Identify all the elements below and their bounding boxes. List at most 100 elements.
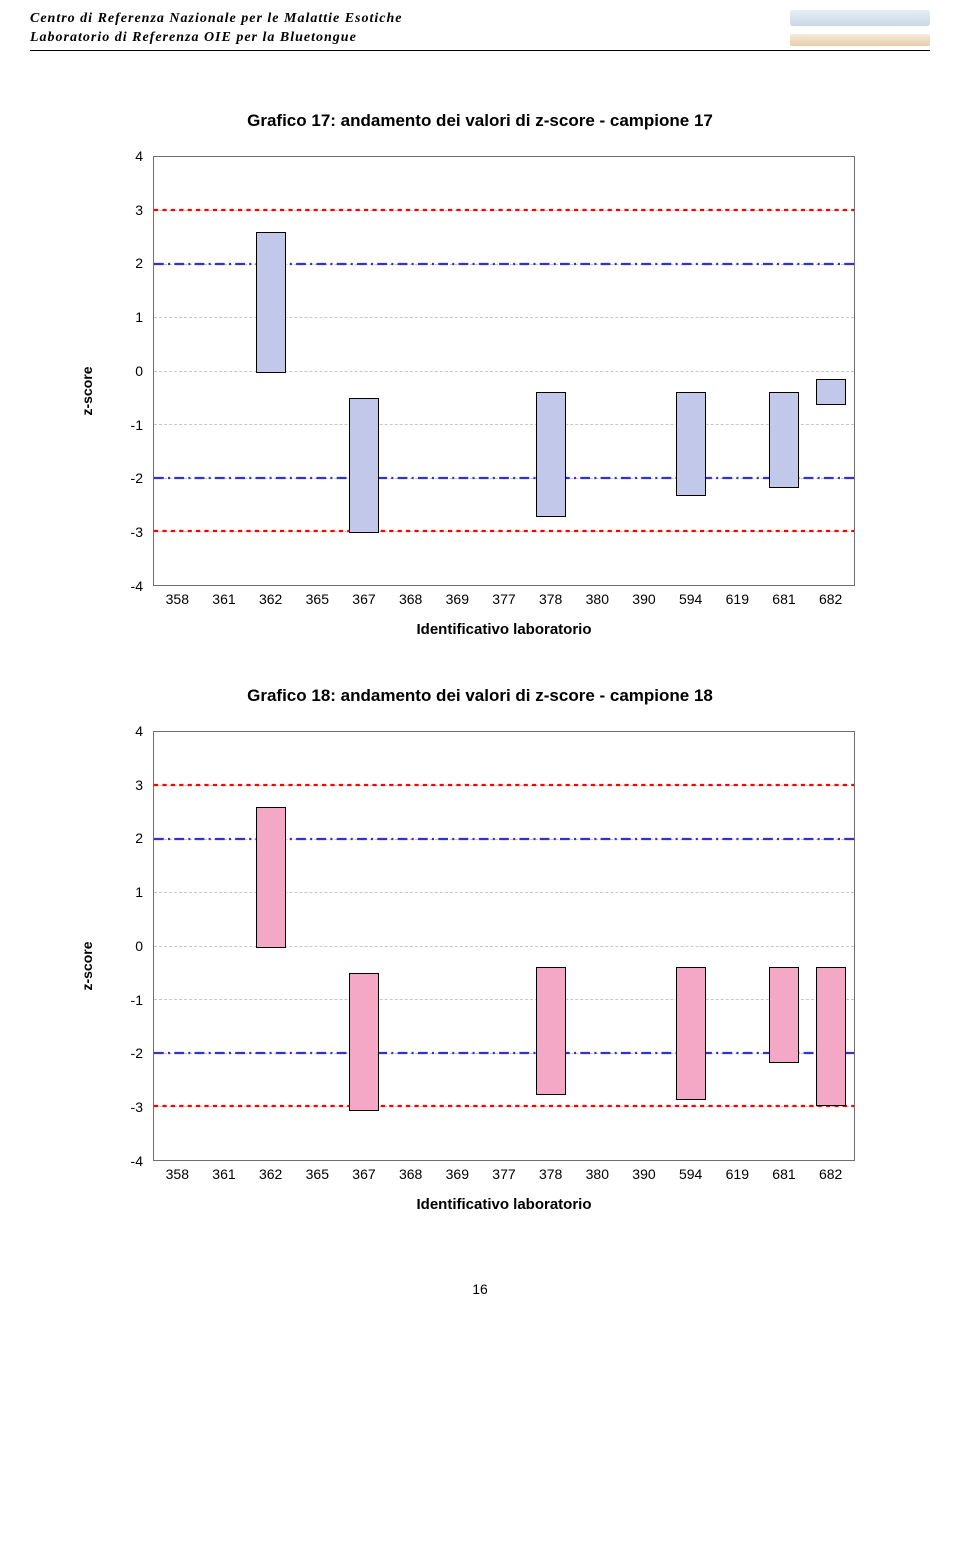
x-category: 682 bbox=[807, 157, 854, 585]
bar bbox=[816, 379, 846, 405]
bar bbox=[536, 967, 566, 1095]
y-tick: 3 bbox=[115, 777, 143, 793]
x-tick-label: 682 bbox=[819, 1166, 842, 1182]
x-category: 369 bbox=[434, 157, 481, 585]
x-tick-label: 362 bbox=[259, 1166, 282, 1182]
x-tick-label: 361 bbox=[212, 1166, 235, 1182]
x-tick-label: 380 bbox=[586, 591, 609, 607]
x-category: 362 bbox=[247, 732, 294, 1160]
page-number: 16 bbox=[0, 1281, 960, 1317]
x-category: 367 bbox=[341, 732, 388, 1160]
y-tick: 4 bbox=[115, 148, 143, 164]
x-category: 682 bbox=[807, 732, 854, 1160]
x-category: 365 bbox=[294, 157, 341, 585]
bar bbox=[769, 967, 799, 1063]
x-tick-label: 369 bbox=[446, 591, 469, 607]
x-tick-label: 390 bbox=[632, 1166, 655, 1182]
chart-holder: z-score43210-1-2-3-435836136236536736836… bbox=[105, 731, 855, 1201]
x-category: 361 bbox=[201, 157, 248, 585]
y-tick: -4 bbox=[115, 1153, 143, 1169]
x-tick-label: 368 bbox=[399, 591, 422, 607]
y-tick: -1 bbox=[115, 417, 143, 433]
header-logos bbox=[780, 10, 930, 46]
y-tick: -1 bbox=[115, 992, 143, 1008]
y-tick: 4 bbox=[115, 723, 143, 739]
bar bbox=[536, 392, 566, 517]
x-category: 358 bbox=[154, 732, 201, 1160]
x-tick-label: 367 bbox=[352, 1166, 375, 1182]
bar bbox=[769, 392, 799, 488]
header-rule bbox=[30, 50, 930, 51]
x-tick-label: 390 bbox=[632, 591, 655, 607]
header-text: Centro di Referenza Nazionale per le Mal… bbox=[30, 10, 403, 48]
x-tick-label: 681 bbox=[772, 591, 795, 607]
y-tick: 0 bbox=[115, 938, 143, 954]
x-category: 367 bbox=[341, 157, 388, 585]
y-tick: -3 bbox=[115, 1099, 143, 1115]
y-axis-label: z-score bbox=[79, 941, 95, 990]
bar bbox=[676, 967, 706, 1100]
x-tick-label: 365 bbox=[306, 591, 329, 607]
x-category: 681 bbox=[761, 157, 808, 585]
x-tick-label: 378 bbox=[539, 1166, 562, 1182]
y-tick: 3 bbox=[115, 202, 143, 218]
x-axis-label: Identificativo laboratorio bbox=[153, 1196, 855, 1213]
y-tick: 2 bbox=[115, 830, 143, 846]
x-tick-label: 365 bbox=[306, 1166, 329, 1182]
x-tick-label: 377 bbox=[492, 1166, 515, 1182]
bar bbox=[816, 967, 846, 1105]
x-tick-label: 377 bbox=[492, 591, 515, 607]
x-category: 368 bbox=[387, 157, 434, 585]
x-tick-label: 380 bbox=[586, 1166, 609, 1182]
x-category: 619 bbox=[714, 157, 761, 585]
chart-title: Grafico 18: andamento dei valori di z-sc… bbox=[105, 686, 855, 706]
x-tick-label: 368 bbox=[399, 1166, 422, 1182]
x-tick-label: 362 bbox=[259, 591, 282, 607]
x-axis-label: Identificativo laboratorio bbox=[153, 621, 855, 638]
bar bbox=[349, 973, 379, 1111]
y-tick: -2 bbox=[115, 470, 143, 486]
y-tick: 1 bbox=[115, 309, 143, 325]
chart-title: Grafico 17: andamento dei valori di z-sc… bbox=[105, 111, 855, 131]
x-tick-label: 369 bbox=[446, 1166, 469, 1182]
x-tick-label: 358 bbox=[166, 591, 189, 607]
y-tick: 1 bbox=[115, 884, 143, 900]
x-tick-label: 681 bbox=[772, 1166, 795, 1182]
x-category: 377 bbox=[481, 732, 528, 1160]
bar bbox=[676, 392, 706, 496]
x-tick-label: 361 bbox=[212, 591, 235, 607]
x-category: 390 bbox=[621, 157, 668, 585]
x-category: 619 bbox=[714, 732, 761, 1160]
x-category: 362 bbox=[247, 157, 294, 585]
x-tick-label: 358 bbox=[166, 1166, 189, 1182]
x-category: 358 bbox=[154, 157, 201, 585]
y-axis-label: z-score bbox=[79, 366, 95, 415]
x-category: 365 bbox=[294, 732, 341, 1160]
chart-1: Grafico 17: andamento dei valori di z-sc… bbox=[105, 111, 855, 626]
bar bbox=[256, 807, 286, 948]
header-line-2: Laboratorio di Referenza OIE per la Blue… bbox=[30, 29, 403, 48]
x-category: 369 bbox=[434, 732, 481, 1160]
y-tick: -2 bbox=[115, 1045, 143, 1061]
chart-2: Grafico 18: andamento dei valori di z-sc… bbox=[105, 686, 855, 1201]
header-line-1: Centro di Referenza Nazionale per le Mal… bbox=[30, 10, 403, 29]
logo-oie-icon bbox=[790, 34, 930, 46]
bar bbox=[349, 398, 379, 534]
x-tick-label: 619 bbox=[726, 591, 749, 607]
x-category: 390 bbox=[621, 732, 668, 1160]
x-category: 380 bbox=[574, 732, 621, 1160]
x-category: 361 bbox=[201, 732, 248, 1160]
x-tick-label: 619 bbox=[726, 1166, 749, 1182]
x-tick-label: 367 bbox=[352, 591, 375, 607]
x-category: 681 bbox=[761, 732, 808, 1160]
x-tick-label: 594 bbox=[679, 1166, 702, 1182]
page-header: Centro di Referenza Nazionale per le Mal… bbox=[0, 0, 960, 50]
x-tick-label: 594 bbox=[679, 591, 702, 607]
x-category: 378 bbox=[527, 732, 574, 1160]
y-tick: 0 bbox=[115, 363, 143, 379]
x-category: 594 bbox=[667, 157, 714, 585]
logo-istituto-icon bbox=[790, 10, 930, 26]
x-category: 594 bbox=[667, 732, 714, 1160]
x-category: 378 bbox=[527, 157, 574, 585]
x-category: 368 bbox=[387, 732, 434, 1160]
